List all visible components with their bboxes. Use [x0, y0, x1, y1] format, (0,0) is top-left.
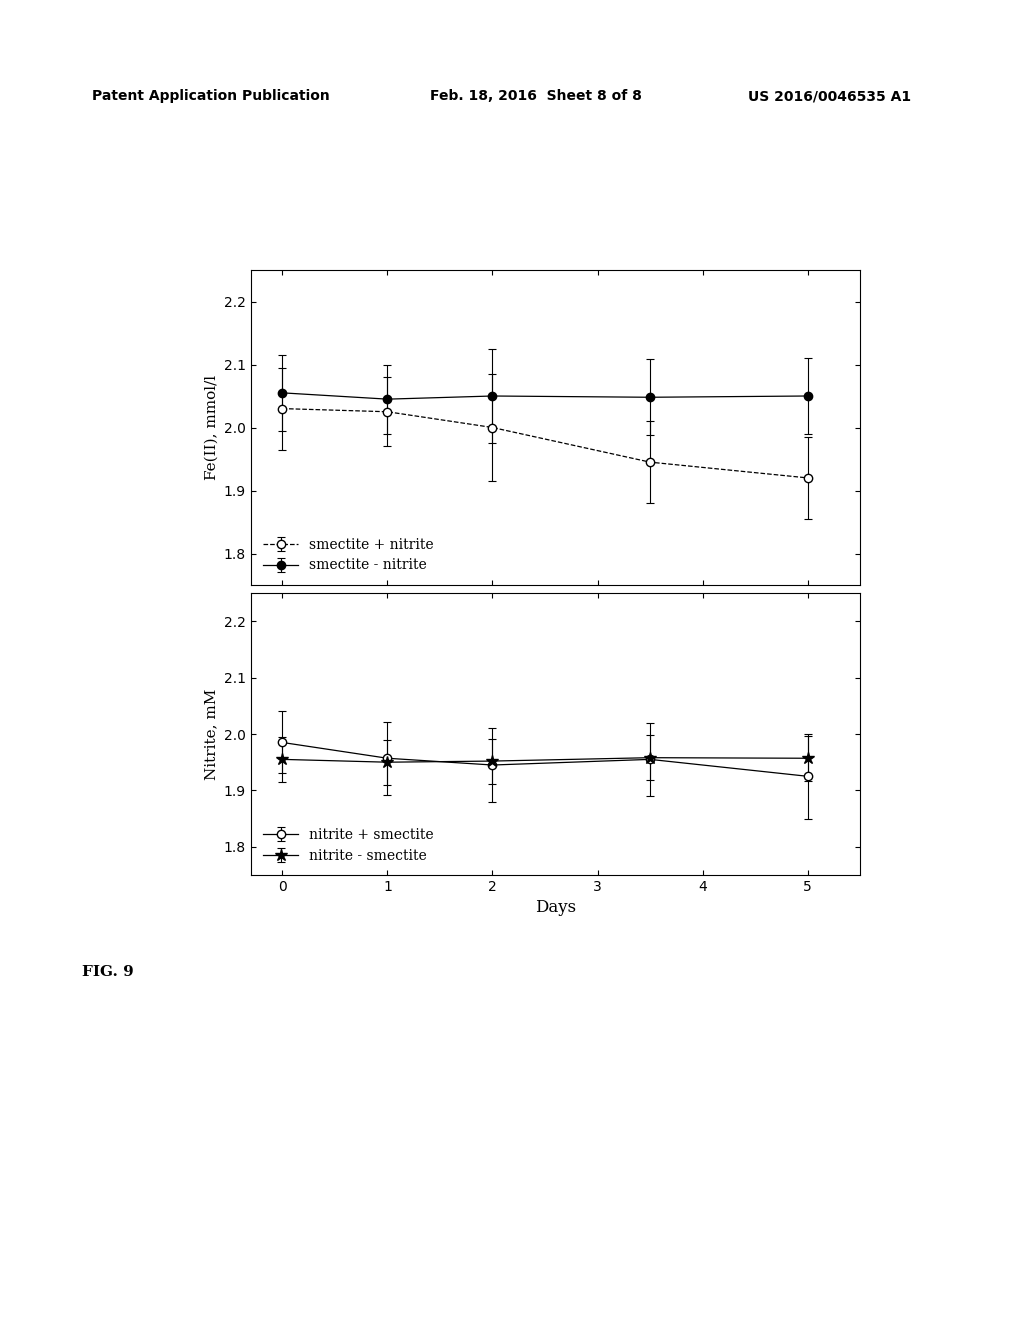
Y-axis label: Fe(II), mmol/l: Fe(II), mmol/l: [205, 375, 218, 480]
X-axis label: Days: Days: [535, 899, 577, 916]
Y-axis label: Nitrite, mM: Nitrite, mM: [205, 688, 218, 780]
Legend: smectite + nitrite, smectite - nitrite: smectite + nitrite, smectite - nitrite: [258, 532, 439, 578]
Text: Patent Application Publication: Patent Application Publication: [92, 90, 330, 103]
Text: FIG. 9: FIG. 9: [82, 965, 134, 979]
Text: US 2016/0046535 A1: US 2016/0046535 A1: [748, 90, 910, 103]
Legend: nitrite + smectite, nitrite - smectite: nitrite + smectite, nitrite - smectite: [258, 822, 439, 869]
Text: Feb. 18, 2016  Sheet 8 of 8: Feb. 18, 2016 Sheet 8 of 8: [430, 90, 642, 103]
